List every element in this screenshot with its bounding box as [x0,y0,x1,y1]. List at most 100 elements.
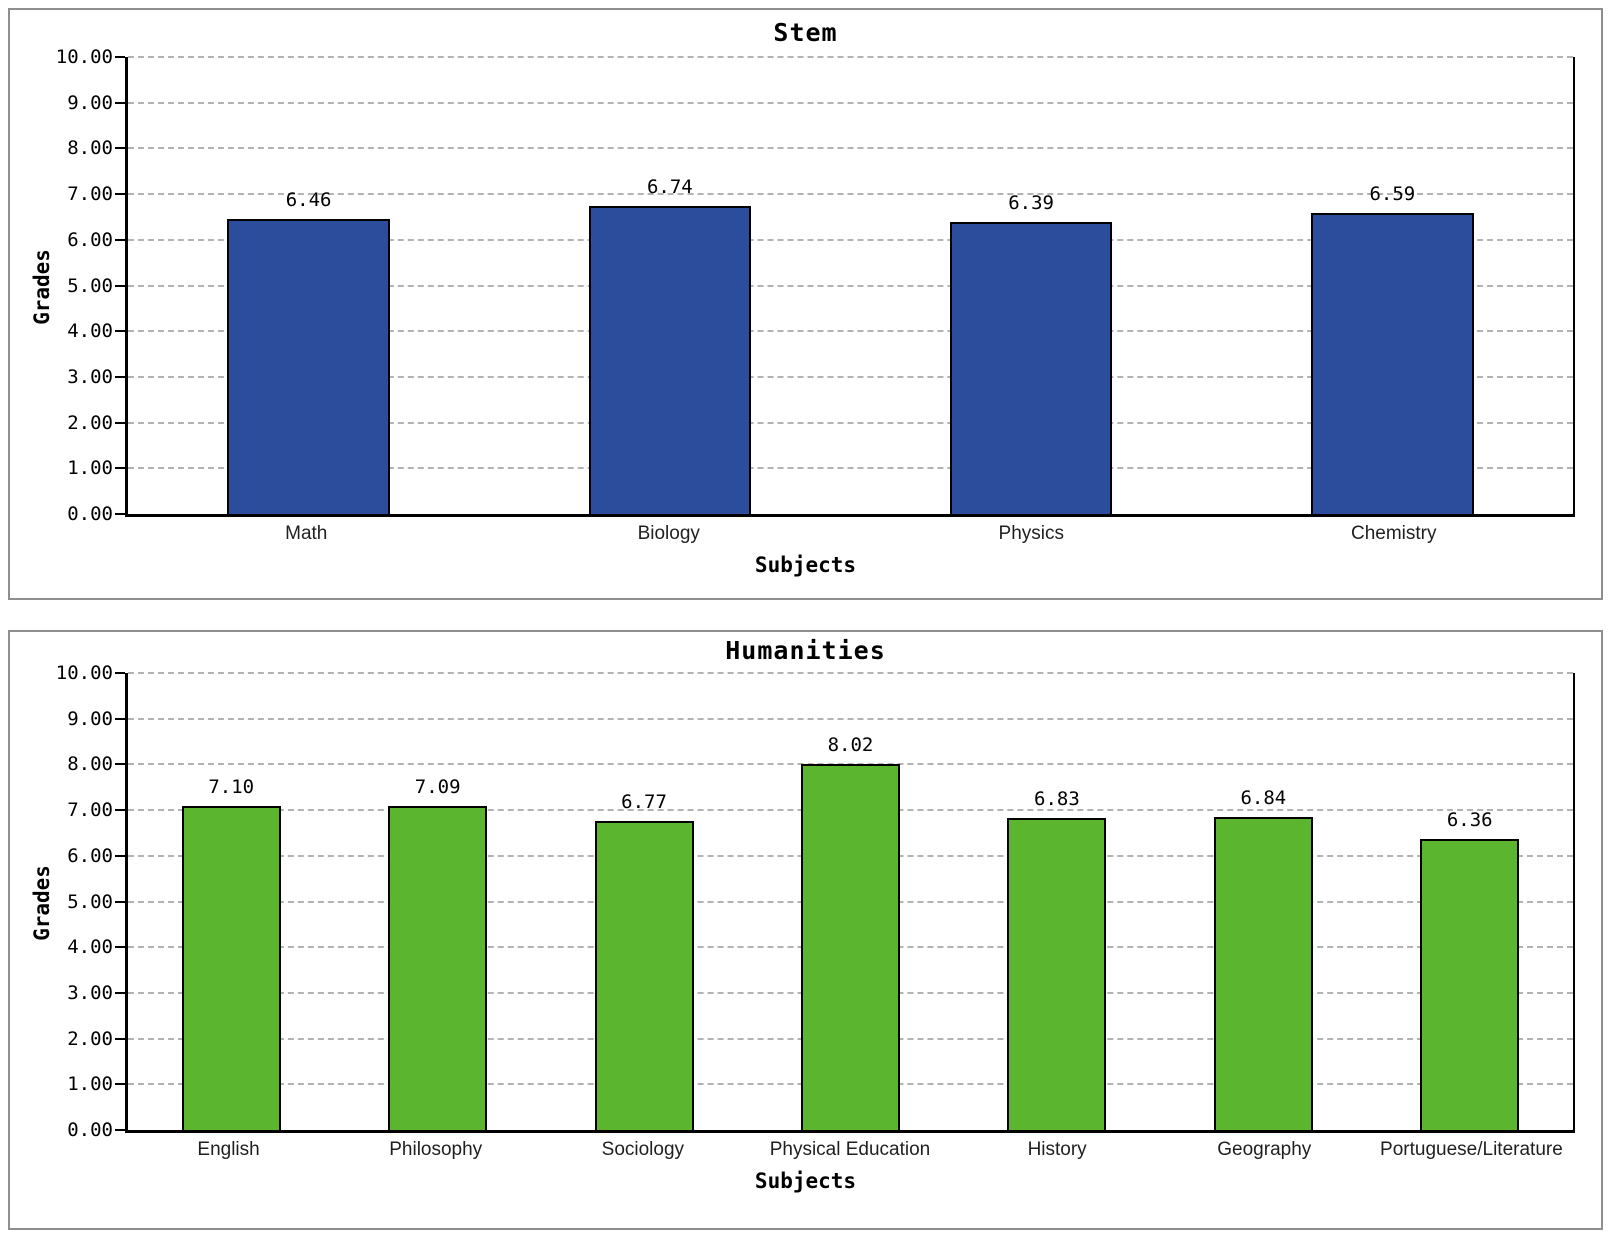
y-tick-label: 8.00 [67,753,113,776]
y-axis-tick [115,284,125,287]
y-tick-label: 2.00 [67,411,113,434]
chart-title: Stem [773,18,838,47]
gridline [128,330,1573,333]
x-category-labels: Math Biology Physics Chemistry [125,523,1575,545]
bar-english [181,805,281,1130]
bar-slot-portuguese-literature: 6.36 [1367,673,1573,1130]
plot-region: 0.00 1.00 2.00 3.00 4.00 5.00 6.00 7.00 8.00 9.00… [56,46,1575,525]
y-tick-label: 10.00 [55,46,113,68]
y-axis-tick [115,672,125,674]
gridline [128,193,1573,196]
bar-value-label: 6.83 [1034,787,1080,810]
bar-physics [949,221,1113,514]
x-category-label-english: English [197,1139,260,1160]
y-tick-label: 6.00 [67,844,113,867]
bar-biology [588,205,752,514]
bars-layer: 6.46 6.74 6.39 6.59 [128,57,1573,514]
bar-philosophy [388,806,488,1130]
bar-value-label: 7.10 [208,775,255,798]
x-category-labels: English Philosophy Sociology Physical Educa… [125,1139,1575,1161]
y-tick-label: 3.00 [67,981,113,1004]
bar-slot-english: 7.10 [128,673,334,1130]
y-tick-label: 9.00 [67,707,113,730]
y-tick-label: 0.00 [67,1119,113,1141]
y-axis-tick [115,330,125,333]
bar-slot-geography: 6.84 [1160,673,1366,1130]
y-axis-tick [115,1083,125,1086]
y-axis-tick [115,56,125,58]
x-category-label-physical-education: Physical Education [769,1139,931,1160]
y-axis-tick [115,763,125,766]
bar-physical-education [800,763,901,1130]
bar-geography [1213,817,1313,1130]
bar-portuguese-literature [1420,839,1520,1130]
y-tick-label: 5.00 [67,890,113,913]
x-axis-label: Subjects [754,1169,857,1193]
stem-chart-panel: Stem Grades 0.00 1.00 2.00 3.00 4.00 5.00 6.00… [8,8,1603,600]
y-axis-tick [115,147,125,150]
y-tick-label: 2.00 [67,1027,113,1050]
bar-value-label: 6.46 [285,188,332,211]
x-category-label-math: Math [285,523,328,544]
y-tick-label: 10.00 [55,662,113,684]
x-axis-label: Subjects [754,553,857,577]
y-axis-tick [115,193,125,196]
bar-value-label: 7.09 [414,776,461,798]
bar-slot-math: 6.46 [128,57,489,514]
bar-sociology [594,820,694,1130]
x-category-label-physics: Physics [998,523,1064,544]
bar-value-label: 6.74 [646,175,693,198]
y-tick-label: 1.00 [67,457,113,480]
y-axis-tick [115,854,125,857]
y-axis-tick [115,900,125,903]
gridline [128,717,1573,720]
y-axis-tick [115,717,125,720]
x-category-label-history: History [1027,1139,1087,1160]
x-category-label-sociology: Sociology [601,1139,685,1160]
chart-body: Grades 0.00 1.00 2.00 3.00 4.00 5.00 6.00 7.00 8… [10,662,1601,1160]
bar-slot-physical-education: 8.02 [747,673,953,1130]
y-axis-tick [115,238,125,241]
y-tick-label: 9.00 [67,91,113,114]
y-tick-label: 6.00 [67,228,113,251]
y-tick-label: 5.00 [67,274,113,297]
y-axis-tick [115,101,125,104]
y-axis-tick [115,1037,125,1040]
y-axis-tick [115,467,125,470]
bar-history [1007,817,1107,1130]
gridline [128,375,1573,378]
y-axis-tick [115,946,125,949]
chart-body: Grades 0.00 1.00 2.00 3.00 4.00 5.00 6.00 7.00 8… [10,46,1601,544]
y-tick-label: 7.00 [67,183,113,206]
bar-slot-biology: 6.74 [489,57,850,514]
bar-slot-chemistry: 6.59 [1212,57,1573,514]
x-category-label-geography: Geography [1217,1139,1312,1160]
y-tick-label: 4.00 [67,320,113,343]
x-category-label-portuguese-literature: Portuguese/Literature [1380,1139,1563,1160]
bar-value-label: 6.77 [621,790,667,813]
gridline [128,101,1573,104]
y-tick-label: 7.00 [67,799,113,822]
gridline [128,56,1573,58]
chart-title: Humanities [725,636,886,665]
y-axis-tick [115,1129,125,1131]
y-tick-label: 4.00 [67,936,113,959]
x-category-label-biology: Biology [637,523,700,544]
plot-region: 0.00 1.00 2.00 3.00 4.00 5.00 6.00 7.00 8.00 9.00… [56,662,1575,1141]
y-axis-tick [115,809,125,812]
x-category-label-chemistry: Chemistry [1350,523,1437,544]
bar-value-label: 6.59 [1369,182,1416,205]
y-axis-tick [115,375,125,378]
bar-slot-history: 6.83 [954,673,1160,1130]
bar-chemistry [1311,212,1474,514]
gridline [128,421,1573,424]
gridline [128,147,1573,150]
bar-value-label: 8.02 [827,733,874,756]
bar-value-label: 6.36 [1446,809,1493,832]
bar-slot-physics: 6.39 [851,57,1212,514]
bar-value-label: 6.39 [1008,191,1054,214]
bar-value-label: 6.84 [1240,787,1287,810]
bar-slot-philosophy: 7.09 [334,673,540,1130]
bar-slot-sociology: 6.77 [541,673,747,1130]
humanities-chart-panel: Humanities Grades 0.00 1.00 2.00 3.00 4.00 5.… [8,630,1603,1230]
